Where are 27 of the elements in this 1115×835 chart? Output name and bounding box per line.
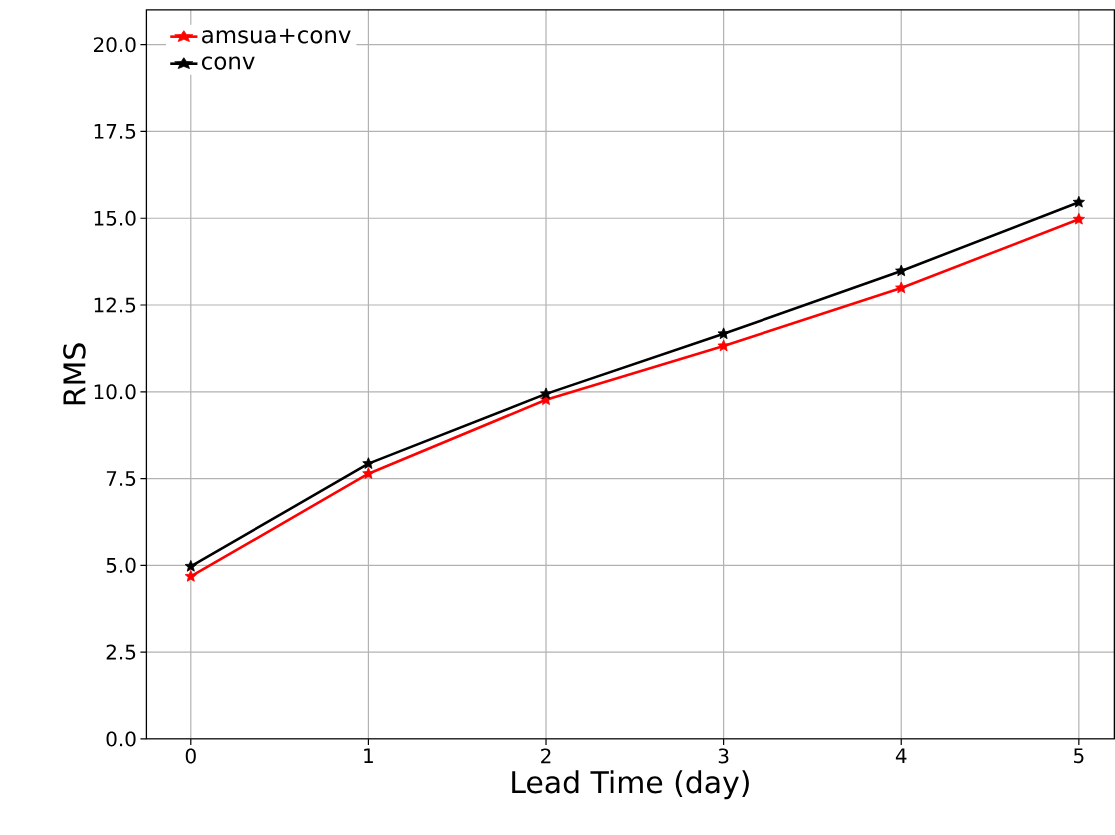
y-tick-label: 17.5 <box>94 124 136 140</box>
point <box>539 387 553 400</box>
point <box>184 560 197 572</box>
point <box>362 457 375 470</box>
y-tick-label: 0.0 <box>106 731 136 747</box>
x-axis-title: Lead Time (day) <box>512 770 749 800</box>
y-tick-label: 5.0 <box>106 558 136 574</box>
x-tick-label: 0 <box>185 748 196 764</box>
y-tick-label: 2.5 <box>106 644 136 660</box>
x-tick-label: 4 <box>895 748 907 764</box>
point <box>1072 196 1085 208</box>
y-tick-label: 20.0 <box>94 37 136 53</box>
legend-label: amsua+conv <box>202 28 351 44</box>
point <box>1072 213 1085 225</box>
x-tick-label: 3 <box>718 748 729 764</box>
point <box>717 327 730 340</box>
y-tick-label: 12.5 <box>94 297 136 313</box>
x-tick-label: 1 <box>364 748 373 764</box>
y-tick-label: 7.5 <box>106 471 136 487</box>
x-tick-label: 5 <box>1074 748 1084 764</box>
x-tick-label: 2 <box>541 748 551 764</box>
point <box>717 339 730 352</box>
legend-label: conv <box>201 56 255 70</box>
y-tick-label: 10.0 <box>94 384 136 400</box>
y-axis-title: RMS <box>63 343 86 405</box>
y-tick-label: 15.0 <box>94 210 136 226</box>
point <box>184 570 197 582</box>
